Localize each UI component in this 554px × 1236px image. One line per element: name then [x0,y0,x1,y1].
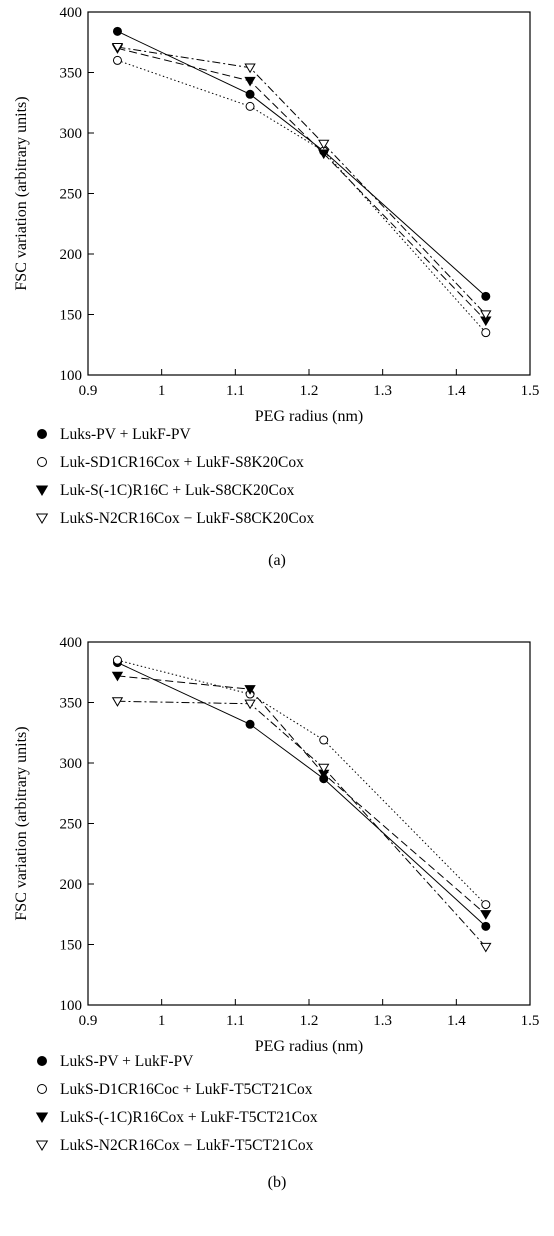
series-4-point-1 [111,42,124,53]
series-line-2 [117,659,487,905]
series-2-point-2 [245,101,255,111]
x-tick-label: 1.4 [447,1013,466,1029]
series-2-point-3 [319,735,329,745]
y-tick-label: 250 [60,187,83,203]
series-2-point-4 [481,900,491,910]
x-tick-label: 1.1 [226,1013,245,1029]
series-4-point-2 [244,63,256,74]
legend-entry-2: Luk-SD1CR16Cox + LukF-S8K20Cox [60,454,304,471]
legend-marker-3 [35,1112,49,1124]
legend-marker-4 [35,1140,49,1152]
legend-entry-2: LukS-D1CR16Coc + LukF-T5CT21Cox [60,1081,313,1098]
y-tick-label: 100 [60,368,83,384]
series-line-4 [117,46,487,315]
series-4-point-1 [111,697,124,707]
series-line-1 [117,662,487,927]
y-tick-label: 100 [60,998,83,1014]
plot-frame [87,641,531,1006]
y-tick-label: 150 [60,938,83,954]
series-line-3 [117,47,487,321]
series-3-point-1 [111,671,124,682]
y-axis-label: FSC variation (arbitrary units) [13,726,30,920]
x-tick-label: 1.5 [521,1013,540,1029]
y-tick-label: 350 [60,66,83,82]
y-tick-label: 400 [60,635,83,651]
x-tick-label: 0.9 [79,1013,98,1029]
series-3-point-2 [244,685,256,695]
series-4-point-3 [318,139,330,150]
legend-entry-1: LukS-PV + LukF-PV [60,1053,194,1070]
series-2-point-1 [112,655,122,665]
series-line-2 [117,59,487,333]
x-axis-label: PEG radius (nm) [255,1038,363,1055]
series-1-point-4 [481,291,491,301]
x-tick-label: 1 [158,383,166,399]
y-axis-label: FSC variation (arbitrary units) [13,96,30,290]
legend-marker-2 [37,1084,47,1094]
legend-entry-3: LukS-(-1C)R16Cox + LukF-T5CT21Cox [60,1109,318,1126]
series-3-point-3 [318,149,330,160]
legend-marker-2 [37,457,47,467]
series-4-point-2 [244,699,256,710]
series-4-point-3 [318,763,330,774]
series-1-point-4 [481,921,491,931]
y-tick-label: 400 [60,5,83,21]
x-tick-label: 1.3 [373,383,392,399]
series-line-1 [117,30,487,297]
legend-marker-1 [37,429,47,439]
legend-marker-3 [35,485,49,497]
x-tick-label: 1.1 [226,383,245,399]
x-axis-label: PEG radius (nm) [255,408,363,425]
legend-entry-1: Luks-PV + LukF-PV [60,426,192,443]
x-tick-label: 0.9 [79,383,98,399]
y-tick-label: 250 [60,817,83,833]
series-line-3 [117,675,487,915]
x-tick-label: 1.2 [300,1013,319,1029]
series-2-point-4 [481,328,491,338]
series-3-point-4 [480,910,492,920]
y-tick-label: 300 [60,756,83,772]
series-1-point-2 [245,89,255,99]
series-1-point-1 [112,26,122,36]
y-tick-label: 200 [60,877,83,893]
series-2-point-1 [112,55,122,65]
y-tick-label: 150 [60,308,83,324]
y-tick-label: 200 [60,247,83,263]
panel-label: (a) [268,552,286,569]
x-tick-label: 1.4 [447,383,466,399]
x-tick-label: 1.3 [373,1013,392,1029]
y-tick-label: 350 [60,696,83,712]
legend-entry-4: LukS-N2CR16Cox − LukF-T5CT21Cox [60,1137,314,1154]
panel-label: (b) [268,1174,287,1191]
x-tick-label: 1 [158,1013,166,1029]
x-tick-label: 1.2 [300,383,319,399]
legend-marker-4 [35,513,49,525]
series-4-point-4 [480,942,492,953]
series-4-point-4 [480,310,492,321]
plot-frame [87,11,531,376]
legend-entry-3: Luk-S(-1C)R16C + Luk-S8CK20Cox [60,482,295,499]
legend-entry-4: LukS-N2CR16Cox − LukF-S8CK20Cox [60,510,314,527]
chart-panel-a: 0.9 1 1.1 1.2 1.3 1.4 1.5 100 150 200 250 300 350 400… [13,5,539,569]
x-tick-label: 1.5 [521,383,540,399]
legend-marker-1 [37,1056,47,1066]
series-3-point-2 [244,76,256,87]
y-tick-label: 300 [60,126,83,142]
series-1-point-2 [245,719,255,729]
chart-panel-b: 0.9 1 1.1 1.2 1.3 1.4 1.5 100 150 200 250 300 350 400… [13,635,539,1191]
series-line-4 [117,700,487,948]
